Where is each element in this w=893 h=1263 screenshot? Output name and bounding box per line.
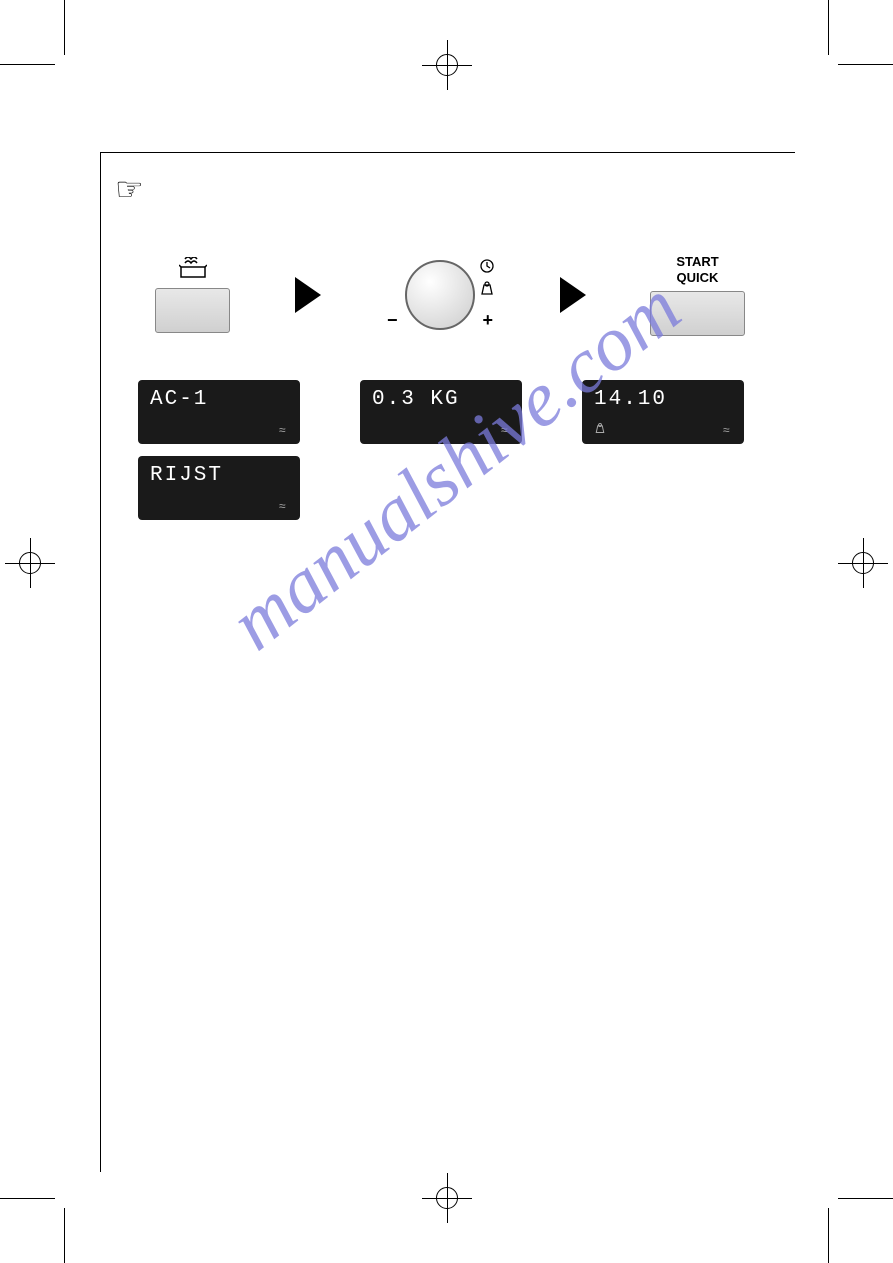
- start-label-line1: START: [676, 254, 718, 269]
- display-time: 14.10 ≈: [582, 380, 744, 444]
- crop-mark: [828, 1208, 829, 1263]
- weight-small-icon: [594, 422, 606, 438]
- steam-button-group: [155, 257, 230, 333]
- start-button-group: START QUICK: [650, 254, 745, 335]
- display-food: RIJST ≈: [138, 456, 300, 520]
- weight-icon: [479, 280, 495, 299]
- registration-mark: [5, 538, 55, 588]
- steam-icon: [179, 257, 207, 283]
- display-food-text: RIJST: [150, 464, 223, 487]
- controls-row: − + START QUICK: [155, 250, 745, 340]
- crop-mark: [838, 1198, 893, 1199]
- wave-icon: ≈: [723, 424, 732, 438]
- start-quick-button[interactable]: [650, 291, 745, 336]
- dial-control[interactable]: − +: [385, 250, 495, 340]
- start-label: START QUICK: [676, 254, 718, 285]
- crop-mark: [838, 64, 893, 65]
- wave-icon: ≈: [501, 424, 510, 438]
- dial-knob[interactable]: [405, 260, 475, 330]
- display-weight: 0.3 KG ≈: [360, 380, 522, 444]
- crop-mark: [0, 64, 55, 65]
- display-program: AC-1 ≈: [138, 380, 300, 444]
- start-label-line2: QUICK: [677, 270, 719, 285]
- crop-mark: [64, 0, 65, 55]
- pointing-hand-icon: ☞: [115, 170, 144, 208]
- display-weight-text: 0.3 KG: [372, 388, 460, 411]
- registration-mark: [422, 40, 472, 90]
- wave-icon: ≈: [279, 424, 288, 438]
- crop-mark: [0, 1198, 55, 1199]
- crop-mark: [828, 0, 829, 55]
- registration-mark: [838, 538, 888, 588]
- display-program-text: AC-1: [150, 388, 208, 411]
- steam-button[interactable]: [155, 288, 230, 333]
- display-time-text: 14.10: [594, 388, 667, 411]
- arrow-icon: [295, 277, 321, 313]
- displays-row: AC-1 ≈ RIJST ≈ 0.3 KG ≈ 14.10 ≈: [138, 380, 748, 520]
- clock-icon: [479, 258, 495, 277]
- crop-mark: [64, 1208, 65, 1263]
- registration-mark: [422, 1173, 472, 1223]
- wave-icon: ≈: [279, 500, 288, 514]
- dial-plus: +: [482, 310, 493, 331]
- arrow-icon: [560, 277, 586, 313]
- dial-minus: −: [387, 310, 398, 331]
